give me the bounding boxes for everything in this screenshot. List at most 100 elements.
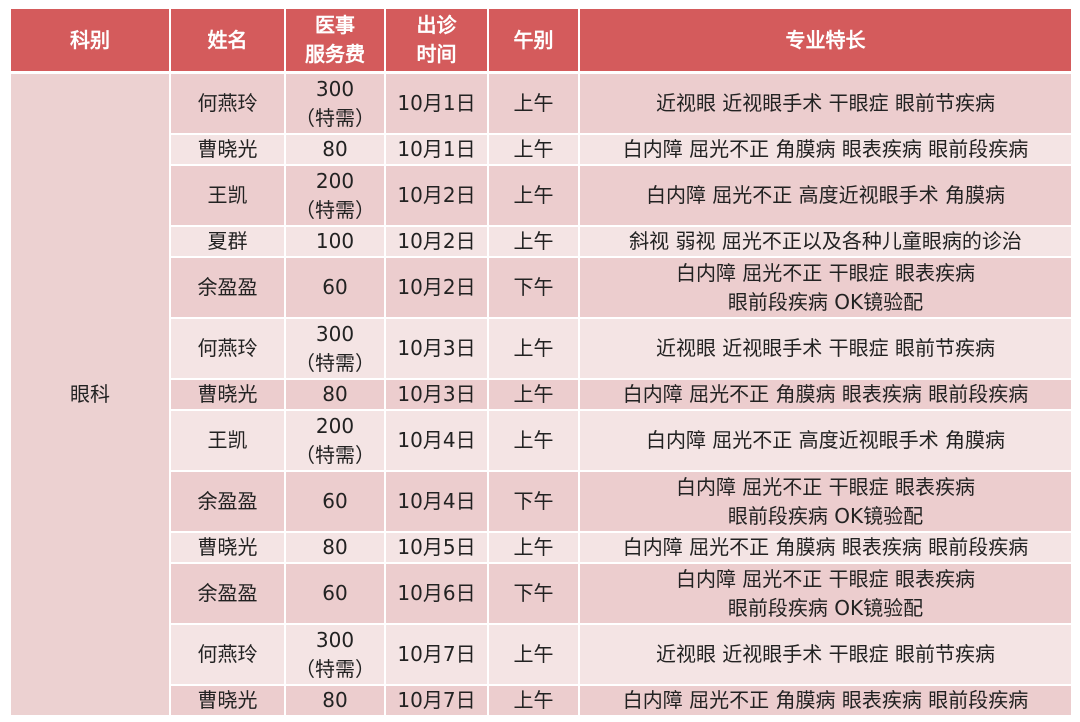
fee-line: 80	[322, 382, 348, 406]
table-row: 何燕玲 300 （特需） 10月3日 上午 近视眼 近视眼手术 干眼症 眼前节疾病	[11, 319, 1071, 380]
table-row: 曹晓光 80 10月7日 上午 白内障 屈光不正 角膜病 眼表疾病 眼前段疾病	[11, 686, 1071, 717]
doctor-name: 何燕玲	[171, 319, 284, 380]
session-cell: 上午	[489, 533, 578, 564]
table-row: 王凯 200 （特需） 10月4日 上午 白内障 屈光不正 高度近视眼手术 角膜病	[11, 411, 1071, 472]
table-row: 余盈盈 60 10月4日 下午 白内障 屈光不正 干眼症 眼表疾病 眼前段疾病 OK镜验配	[11, 472, 1071, 533]
fee-line: 80	[322, 137, 348, 161]
table-row: 曹晓光 80 10月1日 上午 白内障 屈光不正 角膜病 眼表疾病 眼前段疾病	[11, 135, 1071, 166]
specialty-cell: 近视眼 近视眼手术 干眼症 眼前节疾病	[580, 74, 1071, 135]
session-cell: 上午	[489, 319, 578, 380]
fee-line: 80	[322, 535, 348, 559]
fee-line: 200	[315, 413, 355, 438]
session-cell: 下午	[489, 564, 578, 625]
fee-cell: 60	[286, 258, 384, 319]
specialty-cell: 白内障 屈光不正 干眼症 眼表疾病 眼前段疾病 OK镜验配	[580, 564, 1071, 625]
table-row: 王凯 200 （特需） 10月2日 上午 白内障 屈光不正 高度近视眼手术 角膜病	[11, 166, 1071, 227]
fee-cell: 80	[286, 533, 384, 564]
session-cell: 下午	[489, 258, 578, 319]
date-cell: 10月2日	[386, 166, 487, 227]
doctor-name: 何燕玲	[171, 625, 284, 686]
fee-cell: 80	[286, 135, 384, 166]
header-row: 科别 姓名 医事 服务费 出诊 时间 午别 专业特长	[11, 9, 1071, 74]
fee-line: 300	[315, 76, 355, 101]
header-fee: 医事 服务费	[286, 9, 384, 74]
specialty-cell: 近视眼 近视眼手术 干眼症 眼前节疾病	[580, 625, 1071, 686]
doctor-name: 曹晓光	[171, 380, 284, 411]
doctor-name: 余盈盈	[171, 258, 284, 319]
date-cell: 10月3日	[386, 380, 487, 411]
specialty-line: 近视眼 近视眼手术 干眼症 眼前节疾病	[655, 336, 996, 360]
specialty-line: 眼前段疾病 OK镜验配	[727, 595, 924, 620]
date-cell: 10月5日	[386, 533, 487, 564]
doctor-name: 何燕玲	[171, 74, 284, 135]
header-time-line: 出诊	[416, 13, 457, 37]
doctor-name: 曹晓光	[171, 533, 284, 564]
fee-line: （特需）	[295, 105, 375, 130]
session-cell: 上午	[489, 686, 578, 717]
doctor-name: 夏群	[171, 227, 284, 258]
header-department: 科别	[11, 9, 169, 74]
date-cell: 10月4日	[386, 411, 487, 472]
header-fee-line: 服务费	[305, 42, 365, 66]
fee-line: 60	[322, 581, 348, 605]
fee-cell: 60	[286, 564, 384, 625]
department-cell: 眼科	[11, 74, 169, 717]
fee-line: 100	[315, 229, 355, 253]
fee-line: 60	[322, 275, 348, 299]
session-cell: 下午	[489, 472, 578, 533]
fee-cell: 300 （特需）	[286, 625, 384, 686]
fee-line: （特需）	[295, 656, 375, 681]
fee-line: 300	[315, 321, 355, 346]
specialty-line: 近视眼 近视眼手术 干眼症 眼前节疾病	[655, 642, 996, 666]
doctor-name: 曹晓光	[171, 135, 284, 166]
date-cell: 10月2日	[386, 227, 487, 258]
table-row: 曹晓光 80 10月3日 上午 白内障 屈光不正 角膜病 眼表疾病 眼前段疾病	[11, 380, 1071, 411]
header-name: 姓名	[171, 9, 284, 74]
table-row: 余盈盈 60 10月2日 下午 白内障 屈光不正 干眼症 眼表疾病 眼前段疾病 OK镜验配	[11, 258, 1071, 319]
table-row: 眼科 何燕玲 300 （特需） 10月1日 上午 近视眼 近视眼手术 干眼症 眼前节疾病	[11, 74, 1071, 717]
specialty-cell: 白内障 屈光不正 角膜病 眼表疾病 眼前段疾病	[580, 533, 1071, 564]
date-cell: 10月6日	[386, 564, 487, 625]
header-session: 午别	[489, 9, 578, 74]
table-row: 夏群 100 10月2日 上午 斜视 弱视 屈光不正以及各种儿童眼病的诊治	[11, 227, 1071, 258]
fee-cell: 80	[286, 380, 384, 411]
date-cell: 10月4日	[386, 472, 487, 533]
specialty-cell: 白内障 屈光不正 角膜病 眼表疾病 眼前段疾病	[580, 686, 1071, 717]
specialty-line: 白内障 屈光不正 角膜病 眼表疾病 眼前段疾病	[622, 382, 1029, 406]
fee-line: 300	[315, 627, 355, 652]
table-row: 曹晓光 80 10月5日 上午 白内障 屈光不正 角膜病 眼表疾病 眼前段疾病	[11, 533, 1071, 564]
fee-cell: 200 （特需）	[286, 411, 384, 472]
fee-line: 60	[322, 489, 348, 513]
session-cell: 上午	[489, 166, 578, 227]
specialty-line: 眼前段疾病 OK镜验配	[727, 289, 924, 314]
specialty-line: 白内障 屈光不正 高度近视眼手术 角膜病	[645, 183, 1006, 207]
table-row: 何燕玲 300 （特需） 10月7日 上午 近视眼 近视眼手术 干眼症 眼前节疾病	[11, 625, 1071, 686]
fee-line: （特需）	[295, 197, 375, 222]
specialty-line: 白内障 屈光不正 角膜病 眼表疾病 眼前段疾病	[622, 535, 1029, 559]
specialty-cell: 白内障 屈光不正 干眼症 眼表疾病 眼前段疾病 OK镜验配	[580, 472, 1071, 533]
specialty-cell: 白内障 屈光不正 高度近视眼手术 角膜病	[580, 166, 1071, 227]
doctor-name: 余盈盈	[171, 564, 284, 625]
specialty-line: 白内障 屈光不正 干眼症 眼表疾病	[675, 260, 976, 285]
header-time: 出诊 时间	[386, 9, 487, 74]
fee-cell: 200 （特需）	[286, 166, 384, 227]
specialty-cell: 白内障 屈光不正 角膜病 眼表疾病 眼前段疾病	[580, 135, 1071, 166]
date-cell: 10月7日	[386, 686, 487, 717]
doctor-name: 曹晓光	[171, 686, 284, 717]
fee-cell: 300 （特需）	[286, 74, 384, 135]
specialty-cell: 白内障 屈光不正 高度近视眼手术 角膜病	[580, 411, 1071, 472]
specialty-cell: 近视眼 近视眼手术 干眼症 眼前节疾病	[580, 319, 1071, 380]
fee-cell: 60	[286, 472, 384, 533]
doctor-name: 王凯	[171, 411, 284, 472]
session-cell: 上午	[489, 625, 578, 686]
header-specialty: 专业特长	[580, 9, 1071, 74]
fee-cell: 300 （特需）	[286, 319, 384, 380]
schedule-table: 科别 姓名 医事 服务费 出诊 时间 午别 专业特长 眼科 何燕玲 300 （特需） 10月…	[9, 9, 1073, 717]
specialty-line: 白内障 屈光不正 高度近视眼手术 角膜病	[645, 428, 1006, 452]
session-cell: 上午	[489, 227, 578, 258]
session-cell: 上午	[489, 135, 578, 166]
doctor-name: 王凯	[171, 166, 284, 227]
specialty-line: 眼前段疾病 OK镜验配	[727, 503, 924, 528]
date-cell: 10月3日	[386, 319, 487, 380]
doctor-name: 余盈盈	[171, 472, 284, 533]
